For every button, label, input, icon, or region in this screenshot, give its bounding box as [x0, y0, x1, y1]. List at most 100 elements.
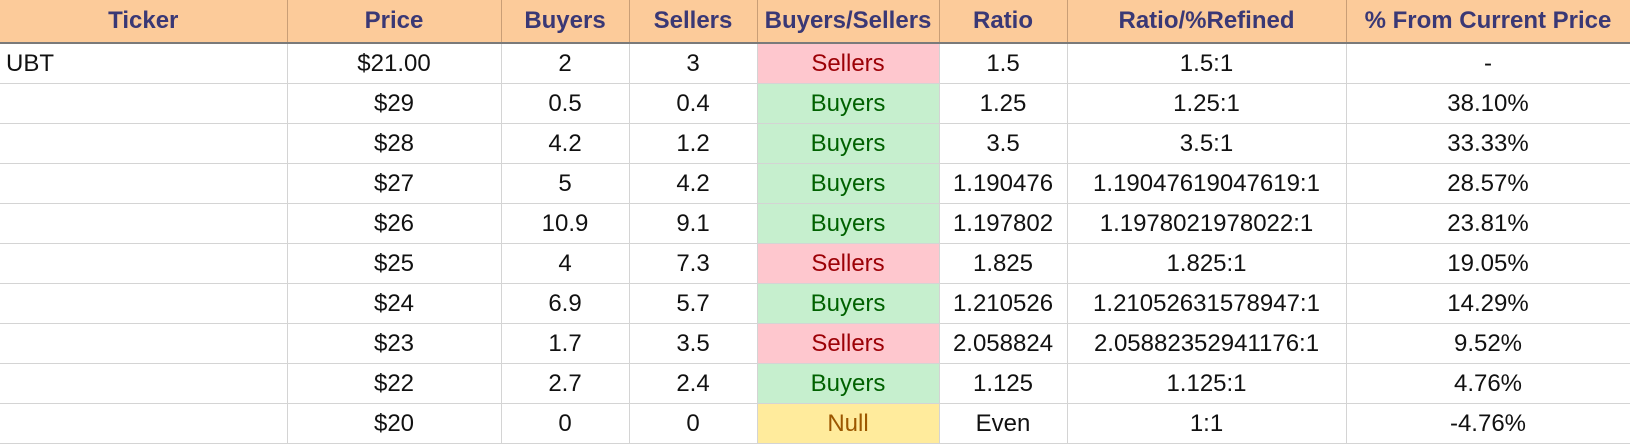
cell-ticker[interactable]	[0, 363, 288, 404]
cell-ticker[interactable]: UBT	[0, 43, 288, 84]
cell-signal[interactable]: Buyers	[757, 83, 940, 124]
cell-buyers[interactable]: 0	[501, 403, 630, 444]
table-row: $29 0.5 0.4 Buyers 1.25 1.25:1 38.10%	[0, 83, 1630, 124]
cell-sellers[interactable]: 1.2	[629, 123, 758, 164]
cell-ratio[interactable]: 1.190476	[939, 163, 1068, 204]
cell-pct-from-current[interactable]: 14.29%	[1346, 283, 1630, 324]
cell-sellers[interactable]: 4.2	[629, 163, 758, 204]
cell-ratio-refined[interactable]: 2.05882352941176:1	[1067, 323, 1347, 364]
cell-pct-from-current[interactable]: -	[1346, 43, 1630, 84]
cell-price[interactable]: $20	[287, 403, 502, 444]
cell-ratio[interactable]: 3.5	[939, 123, 1068, 164]
cell-signal[interactable]: Buyers	[757, 163, 940, 204]
cell-ratio-refined[interactable]: 1.1978021978022:1	[1067, 203, 1347, 244]
table-row: $24 6.9 5.7 Buyers 1.210526 1.21052631578947:…	[0, 283, 1630, 324]
cell-price[interactable]: $24	[287, 283, 502, 324]
cell-ticker[interactable]	[0, 323, 288, 364]
cell-ratio-refined[interactable]: 1.19047619047619:1	[1067, 163, 1347, 204]
cell-ticker[interactable]	[0, 403, 288, 444]
table-row: $22 2.7 2.4 Buyers 1.125 1.125:1 4.76%	[0, 363, 1630, 404]
cell-buyers[interactable]: 0.5	[501, 83, 630, 124]
cell-pct-from-current[interactable]: 19.05%	[1346, 243, 1630, 284]
cell-signal[interactable]: Sellers	[757, 243, 940, 284]
cell-ticker[interactable]	[0, 283, 288, 324]
cell-ratio-refined[interactable]: 1.25:1	[1067, 83, 1347, 124]
cell-ticker[interactable]	[0, 163, 288, 204]
header-buyers-sellers[interactable]: Buyers/Sellers	[757, 0, 940, 44]
cell-ratio-refined[interactable]: 1.21052631578947:1	[1067, 283, 1347, 324]
cell-pct-from-current[interactable]: -4.76%	[1346, 403, 1630, 444]
cell-ratio[interactable]: 1.197802	[939, 203, 1068, 244]
cell-sellers[interactable]: 0	[629, 403, 758, 444]
cell-price[interactable]: $21.00	[287, 43, 502, 84]
cell-ticker[interactable]	[0, 243, 288, 284]
table-row: $25 4 7.3 Sellers 1.825 1.825:1 19.05%	[0, 243, 1630, 284]
cell-ratio-refined[interactable]: 1.825:1	[1067, 243, 1347, 284]
cell-buyers[interactable]: 2.7	[501, 363, 630, 404]
cell-pct-from-current[interactable]: 28.57%	[1346, 163, 1630, 204]
header-price[interactable]: Price	[287, 0, 502, 44]
header-sellers[interactable]: Sellers	[629, 0, 758, 44]
cell-signal[interactable]: Buyers	[757, 123, 940, 164]
cell-price[interactable]: $25	[287, 243, 502, 284]
cell-ticker[interactable]	[0, 83, 288, 124]
cell-price[interactable]: $26	[287, 203, 502, 244]
table-row: $20 0 0 Null Even 1:1 -4.76%	[0, 403, 1630, 444]
cell-sellers[interactable]: 5.7	[629, 283, 758, 324]
cell-ticker[interactable]	[0, 203, 288, 244]
cell-ratio[interactable]: 1.825	[939, 243, 1068, 284]
header-ratio-refined[interactable]: Ratio/%Refined	[1067, 0, 1347, 44]
table-body: UBT $21.00 2 3 Sellers 1.5 1.5:1- $29 0.5 0.4 Buye…	[0, 43, 1630, 444]
table-row: $26 10.9 9.1 Buyers 1.197802 1.1978021978022:…	[0, 203, 1630, 244]
cell-buyers[interactable]: 4	[501, 243, 630, 284]
cell-signal[interactable]: Buyers	[757, 283, 940, 324]
cell-sellers[interactable]: 3.5	[629, 323, 758, 364]
cell-buyers[interactable]: 2	[501, 43, 630, 84]
cell-ratio[interactable]: 2.058824	[939, 323, 1068, 364]
cell-signal[interactable]: Sellers	[757, 323, 940, 364]
cell-buyers[interactable]: 10.9	[501, 203, 630, 244]
header-buyers[interactable]: Buyers	[501, 0, 630, 44]
cell-sellers[interactable]: 2.4	[629, 363, 758, 404]
cell-pct-from-current[interactable]: 23.81%	[1346, 203, 1630, 244]
cell-ratio[interactable]: 1.125	[939, 363, 1068, 404]
cell-price[interactable]: $28	[287, 123, 502, 164]
cell-signal[interactable]: Null	[757, 403, 940, 444]
cell-sellers[interactable]: 0.4	[629, 83, 758, 124]
cell-ratio-refined[interactable]: 1.5:1	[1067, 43, 1347, 84]
cell-signal[interactable]: Buyers	[757, 363, 940, 404]
cell-price[interactable]: $23	[287, 323, 502, 364]
header-row: Ticker Price Buyers Sellers Buyers/Selle…	[0, 0, 1630, 44]
cell-sellers[interactable]: 3	[629, 43, 758, 84]
cell-ratio-refined[interactable]: 3.5:1	[1067, 123, 1347, 164]
cell-sellers[interactable]: 7.3	[629, 243, 758, 284]
cell-ratio[interactable]: 1.210526	[939, 283, 1068, 324]
cell-pct-from-current[interactable]: 9.52%	[1346, 323, 1630, 364]
cell-buyers[interactable]: 4.2	[501, 123, 630, 164]
cell-pct-from-current[interactable]: 4.76%	[1346, 363, 1630, 404]
cell-buyers[interactable]: 6.9	[501, 283, 630, 324]
cell-pct-from-current[interactable]: 38.10%	[1346, 83, 1630, 124]
cell-price[interactable]: $29	[287, 83, 502, 124]
cell-signal[interactable]: Sellers	[757, 43, 940, 84]
cell-buyers[interactable]: 5	[501, 163, 630, 204]
cell-pct-from-current[interactable]: 33.33%	[1346, 123, 1630, 164]
cell-ratio[interactable]: 1.25	[939, 83, 1068, 124]
table-row: UBT $21.00 2 3 Sellers 1.5 1.5:1-	[0, 43, 1630, 84]
cell-price[interactable]: $27	[287, 163, 502, 204]
cell-ticker[interactable]	[0, 123, 288, 164]
cell-ratio[interactable]: Even	[939, 403, 1068, 444]
cell-signal[interactable]: Buyers	[757, 203, 940, 244]
header-ratio[interactable]: Ratio	[939, 0, 1068, 44]
cell-ratio[interactable]: 1.5	[939, 43, 1068, 84]
table-row: $28 4.2 1.2 Buyers 3.5 3.5:1 33.33%	[0, 123, 1630, 164]
cell-sellers[interactable]: 9.1	[629, 203, 758, 244]
cell-ratio-refined[interactable]: 1.125:1	[1067, 363, 1347, 404]
cell-price[interactable]: $22	[287, 363, 502, 404]
cell-ratio-refined[interactable]: 1:1	[1067, 403, 1347, 444]
header-pct-from-current[interactable]: % From Current Price	[1346, 0, 1630, 44]
cell-buyers[interactable]: 1.7	[501, 323, 630, 364]
table-row: $27 5 4.2 Buyers 1.190476 1.19047619047619:1 2…	[0, 163, 1630, 204]
header-ticker[interactable]: Ticker	[0, 0, 288, 44]
